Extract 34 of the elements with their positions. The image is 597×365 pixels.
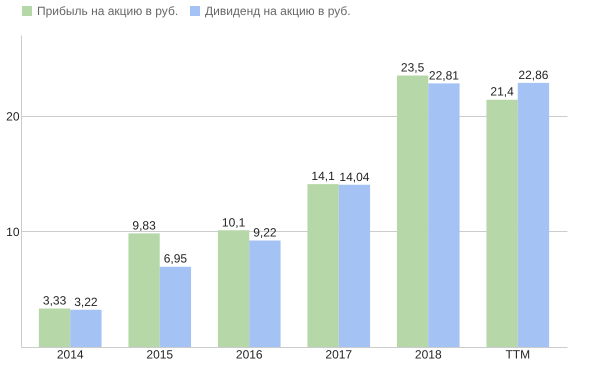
data-label: 14,1 — [311, 169, 336, 184]
bar — [486, 100, 518, 347]
y-tick-label: 10 — [6, 224, 20, 239]
data-label: 6,95 — [164, 252, 188, 266]
x-tick-label: 2015 — [146, 348, 174, 362]
legend-label: Прибыль на акцию в руб. — [37, 4, 178, 18]
bar — [338, 184, 370, 347]
data-label: 9,83 — [132, 218, 156, 232]
data-label: 10,1 — [222, 215, 246, 230]
x-tick-label: TTM — [505, 348, 530, 362]
bar — [249, 240, 281, 347]
data-label: 14,04 — [339, 170, 370, 184]
data-label: 22,81 — [428, 68, 460, 82]
data-label: 3,33 — [42, 294, 67, 308]
x-tick-label: 2018 — [414, 348, 442, 362]
data-label: 21,4 — [490, 84, 514, 99]
x-tick-label: 2014 — [56, 348, 84, 362]
data-label: 22,86 — [518, 68, 549, 82]
bar — [428, 83, 460, 347]
bar — [396, 75, 428, 347]
bar — [70, 310, 102, 347]
legend-label: Дивиденд на акцию в руб. — [205, 4, 351, 18]
bar — [518, 82, 550, 347]
bar — [160, 266, 192, 347]
bar — [307, 184, 339, 347]
x-tick-label: 2016 — [236, 348, 263, 362]
data-label: 9,22 — [253, 225, 277, 240]
bar — [218, 230, 250, 347]
bar — [38, 308, 70, 347]
data-label: 23,5 — [400, 60, 425, 74]
data-label: 3,22 — [74, 294, 98, 309]
x-tick-label: 2017 — [325, 348, 352, 362]
y-tick-label: 20 — [6, 109, 20, 124]
bar — [128, 233, 160, 347]
